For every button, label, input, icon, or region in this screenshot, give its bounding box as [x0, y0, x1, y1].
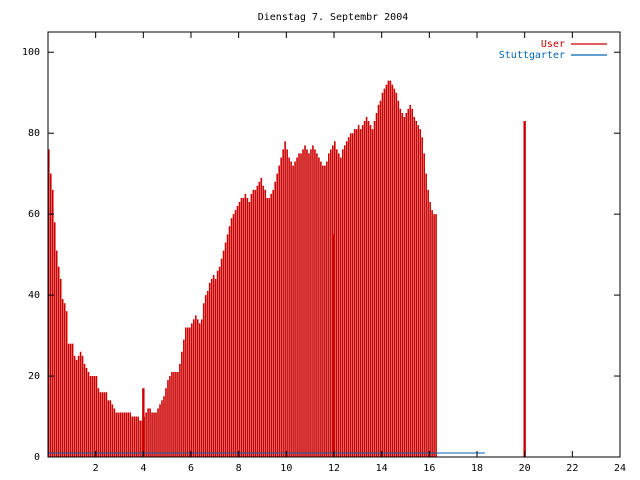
y-tick-label: 100	[22, 47, 40, 58]
x-tick-label: 20	[519, 463, 531, 474]
x-tick-label: 8	[236, 463, 242, 474]
y-tick-label: 40	[28, 290, 40, 301]
x-tick-label: 14	[376, 463, 388, 474]
x-tick-label: 22	[566, 463, 578, 474]
legend-label: Stuttgarter	[499, 50, 565, 61]
x-tick-label: 16	[423, 463, 435, 474]
chart-title: Dienstag 7. Septembr 2004	[258, 12, 409, 23]
x-tick-label: 24	[614, 463, 626, 474]
x-tick-label: 12	[328, 463, 340, 474]
y-tick-label: 80	[28, 128, 40, 139]
x-tick-label: 2	[93, 463, 99, 474]
bars	[47, 80, 526, 457]
x-tick-label: 10	[280, 463, 292, 474]
x-tick-label: 4	[140, 463, 146, 474]
y-tick-label: 20	[28, 371, 40, 382]
x-tick-label: 6	[188, 463, 194, 474]
y-tick-label: 0	[34, 452, 40, 463]
y-tick-label: 60	[28, 209, 40, 220]
x-tick-label: 18	[471, 463, 483, 474]
legend-label: User	[541, 39, 565, 50]
